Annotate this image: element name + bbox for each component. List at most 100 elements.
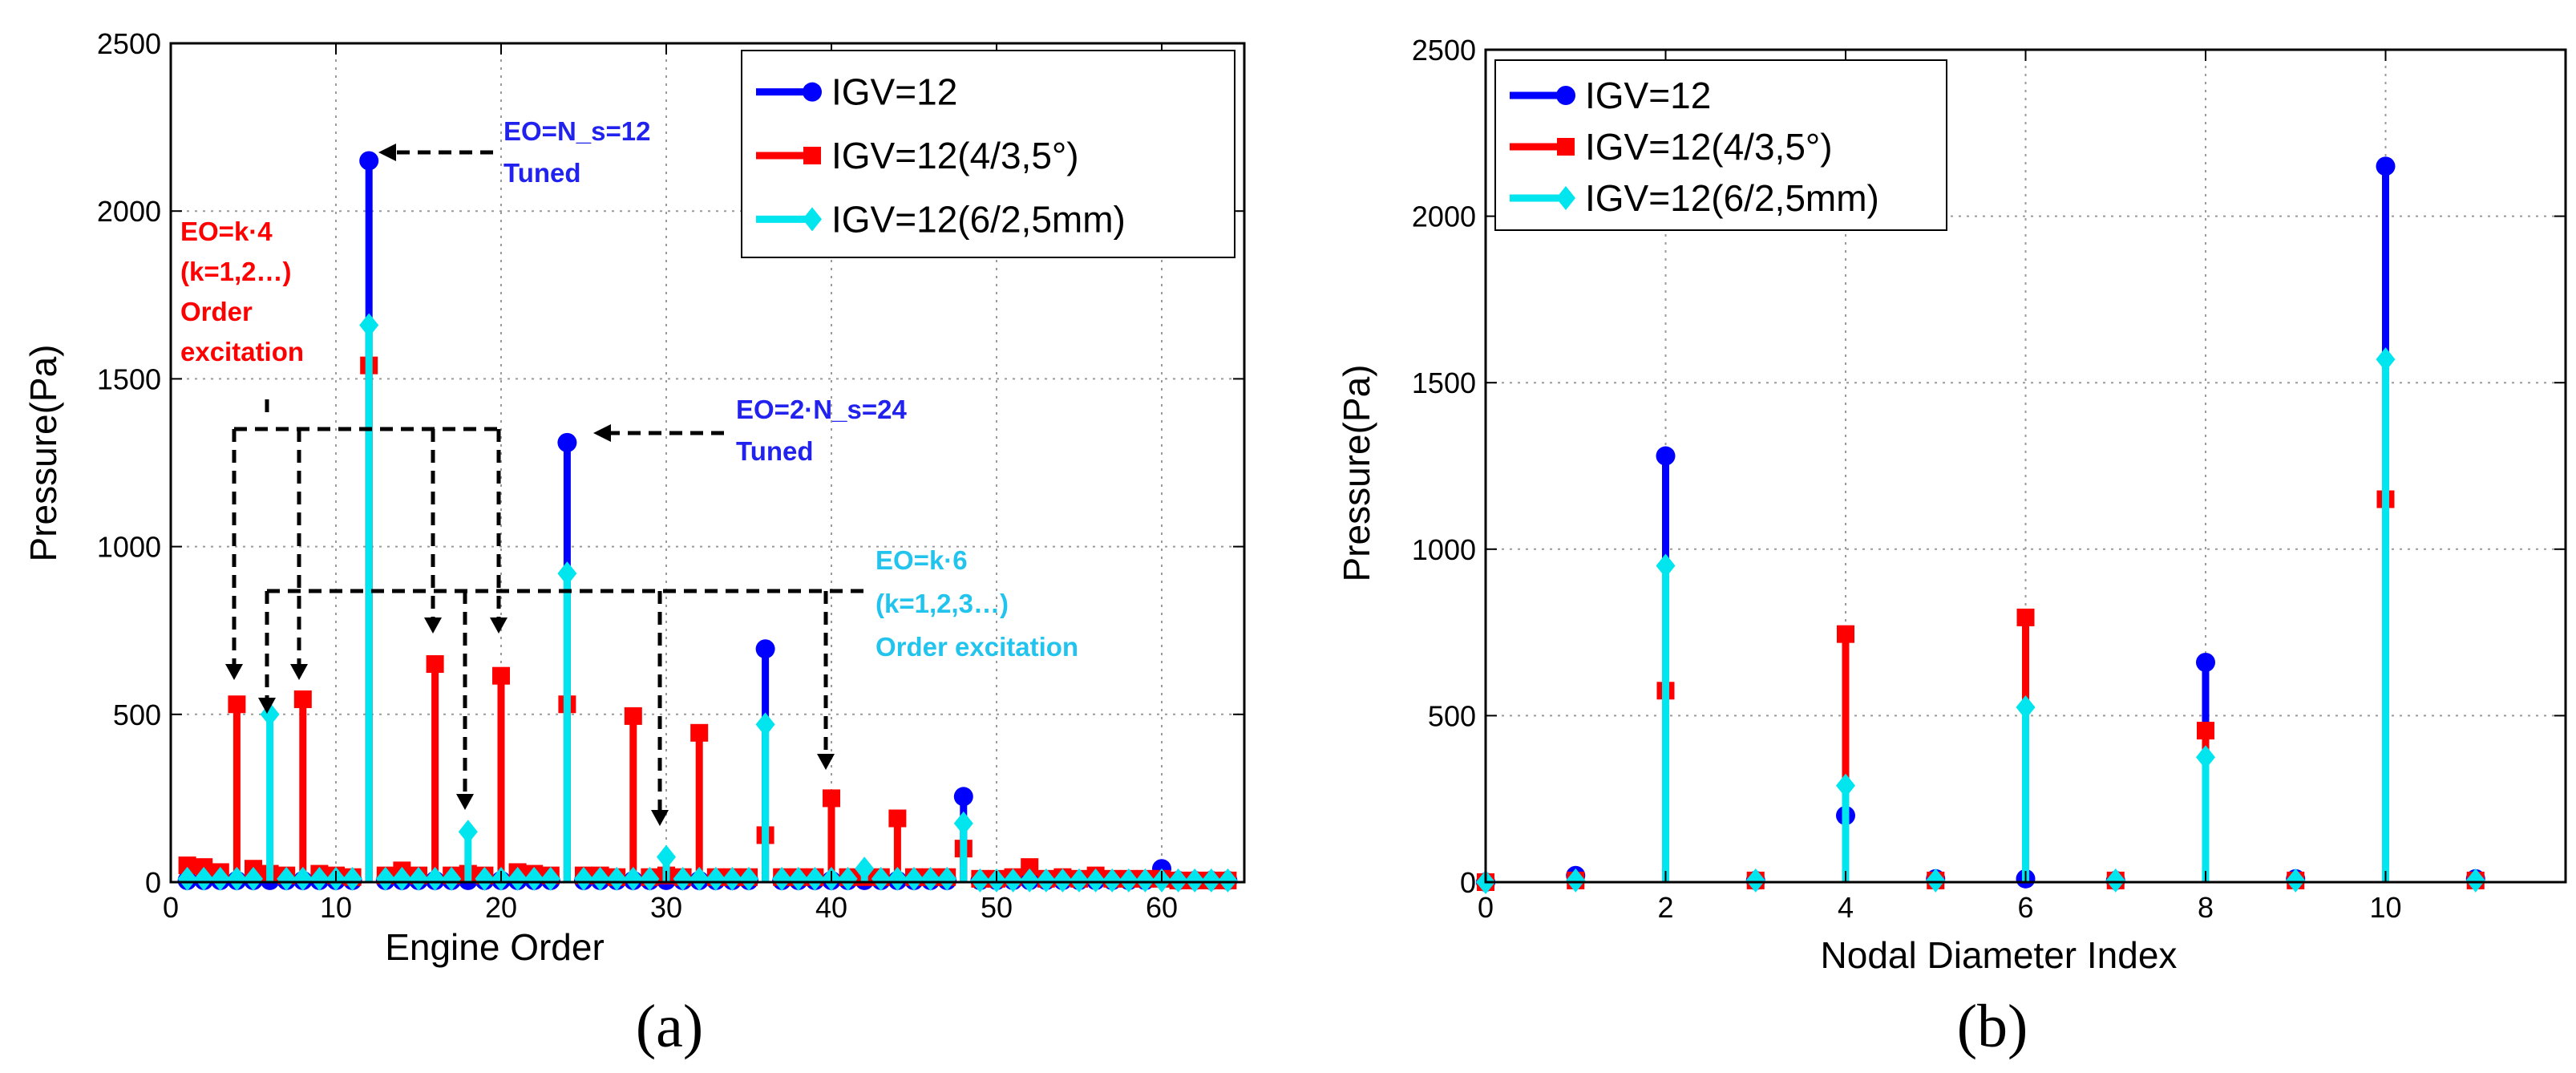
a-marker-s2-x61 (1168, 868, 1188, 893)
b-marker-s2-x4 (1836, 773, 1855, 798)
a-marker-s2-x29 (640, 866, 660, 891)
a-marker-s2-x62 (1185, 868, 1205, 893)
a-ytick-label-2500: 2500 (97, 27, 161, 60)
panel-b-frame (1484, 48, 2567, 884)
a-arrowhead-tuned-24 (593, 424, 611, 442)
b-ytick-label-500: 500 (1428, 699, 1476, 732)
a-xtick-label-0: 0 (163, 891, 179, 924)
a-legend-marker-0 (803, 82, 822, 102)
panel-b-legend: IGV=12 IGV=12(4/3,5°) IGV=12(6/2,5mm) (1494, 59, 1947, 231)
panel-a: 0 10 20 30 40 50 60 0 500 1000 1500 2000 2500 Engine… (22, 27, 1246, 1060)
panel-a-label: (a) (636, 993, 703, 1060)
b-marker-s2-x7 (2105, 868, 2125, 893)
a-bracket4-head-2 (424, 617, 442, 634)
a-marker-s2-x31 (673, 866, 693, 891)
a-marker-s1-x1 (178, 856, 196, 875)
b-series-igv-12-4-3-5 (1477, 490, 2485, 891)
a-annotation-1-line-0: EO=2·N_s=24 (736, 395, 907, 424)
a-marker-s2-x49 (970, 868, 990, 893)
b-marker-s2-x11 (2465, 868, 2485, 893)
b-xtick-label-4: 4 (1838, 891, 1854, 924)
b-marker-s2-x9 (2286, 868, 2306, 893)
a-marker-s2-x14 (392, 866, 412, 891)
a-arrowhead-tuned-12 (378, 144, 396, 161)
a-legend-marker-2 (803, 207, 822, 232)
a-marker-s1-x20 (492, 666, 510, 685)
b-legend-label-0: IGV=12 (1585, 75, 1711, 116)
b-legend-marker-2 (1556, 186, 1575, 210)
a-marker-s2-x52 (1020, 868, 1040, 893)
a-marker-s2-x36 (755, 712, 775, 737)
panel-a-ticks: 0 10 20 30 40 50 60 0 500 1000 1500 2000 2500 (97, 27, 1244, 924)
a-xtick-label-10: 10 (320, 891, 352, 924)
panel-b-ylabel: Pressure(Pa) (1336, 365, 1377, 582)
b-marker-s0-x2 (1656, 446, 1676, 466)
b-xtick-label-10: 10 (2369, 891, 2401, 924)
a-xtick-label-60: 60 (1146, 891, 1178, 924)
a-marker-s2-x30 (657, 844, 676, 869)
a-marker-s1-x44 (888, 809, 907, 828)
a-marker-s1-x28 (624, 707, 642, 725)
a-marker-s2-x42 (855, 856, 875, 881)
b-series-igv-12-6-2-5mm (1476, 347, 2485, 894)
a-marker-s2-x28 (623, 866, 643, 891)
b-series-igv-12 (1476, 156, 2485, 892)
a-marker-s1-x4 (228, 695, 246, 714)
a-marker-s2-x17 (442, 866, 462, 891)
a-marker-s2-x26 (590, 866, 610, 891)
b-marker-s0-x8 (2196, 652, 2215, 672)
a-marker-s2-x13 (375, 866, 395, 891)
b-marker-s1-x4 (1837, 625, 1854, 643)
a-marker-s2-x34 (722, 866, 742, 891)
b-xtick-label-0: 0 (1478, 891, 1494, 924)
a-annotation-3-line-0: EO=k·6 (876, 545, 968, 575)
b-legend-marker-1 (1557, 138, 1575, 156)
a-marker-s2-x47 (937, 866, 957, 891)
a-marker-s2-x64 (1218, 868, 1238, 893)
a-marker-s2-x39 (805, 866, 825, 891)
b-marker-s1-x6 (2016, 608, 2035, 626)
panel-a-ylabel: Pressure(Pa) (22, 345, 64, 562)
a-marker-s2-x4 (227, 866, 247, 891)
a-annotation-3-line-2: Order excitation (876, 632, 1078, 662)
a-xtick-label-30: 30 (650, 891, 682, 924)
a-bracket6-head-1 (456, 794, 474, 810)
b-marker-s2-x6 (2016, 695, 2036, 720)
panel-a-frame (169, 42, 1246, 884)
b-marker-s1-x8 (2197, 722, 2214, 740)
a-bracket4-head-3 (490, 617, 508, 634)
b-legend-label-1: IGV=12(4/3,5°) (1585, 126, 1833, 168)
a-marker-s1-x40 (823, 789, 840, 808)
a-marker-s2-x25 (574, 866, 593, 891)
a-annotation-0-line-0: EO=N_s=12 (503, 116, 650, 146)
a-marker-s0-x24 (557, 432, 577, 452)
a-marker-s2-x32 (689, 866, 710, 891)
a-marker-s2-x8 (293, 866, 313, 891)
b-ytick-label-2500: 2500 (1412, 34, 1476, 67)
panel-b-xlabel: Nodal Diameter Index (1821, 934, 2178, 976)
b-ytick-label-0: 0 (1460, 866, 1476, 899)
a-annotation-1-line-1: Tuned (736, 436, 814, 466)
b-legend-label-2: IGV=12(6/2,5mm) (1585, 177, 1879, 219)
panel-b-ticks: 0 2 4 6 8 10 0 500 1000 1500 2000 2500 (1412, 34, 2566, 924)
a-marker-s2-x7 (277, 866, 297, 891)
a-legend-label-1: IGV=12(4/3,5°) (831, 135, 1079, 176)
b-ytick-label-2000: 2000 (1412, 200, 1476, 233)
a-annotation-2-line-2: Order (180, 297, 253, 326)
b-xtick-label-2: 2 (1657, 891, 1673, 924)
panel-a-annotations: EO=N_s=12 Tuned EO=2·N_s=24 Tuned EO=k·4 (k=1… (180, 116, 1078, 826)
a-marker-s2-x53 (1036, 868, 1056, 893)
a-marker-s1-x32 (690, 723, 709, 742)
a-marker-s2-x44 (888, 866, 908, 891)
a-marker-s2-x1 (177, 866, 197, 891)
a-xtick-label-40: 40 (815, 891, 847, 924)
a-marker-s2-x18 (458, 820, 478, 844)
a-marker-s2-x37 (772, 866, 792, 891)
b-marker-s2-x10 (2376, 347, 2396, 372)
a-marker-s2-x43 (871, 866, 891, 891)
panel-a-legend: IGV=12 IGV=12(4/3,5°) IGV=12(6/2,5mm) (741, 50, 1235, 258)
a-marker-s2-x57 (1102, 868, 1122, 893)
a-marker-s2-x22 (524, 866, 544, 891)
a-marker-s2-x45 (904, 866, 924, 891)
a-marker-s2-x2 (194, 866, 214, 891)
